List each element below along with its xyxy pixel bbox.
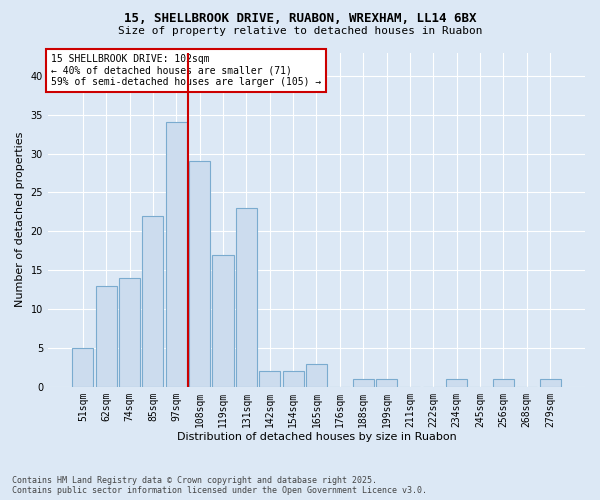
Bar: [73, 348, 94, 387]
Bar: [236, 208, 257, 387]
Text: 15, SHELLBROOK DRIVE, RUABON, WREXHAM, LL14 6BX: 15, SHELLBROOK DRIVE, RUABON, WREXHAM, L…: [124, 12, 476, 26]
Bar: [446, 379, 467, 387]
Bar: [539, 379, 560, 387]
Text: 15 SHELLBROOK DRIVE: 102sqm
← 40% of detached houses are smaller (71)
59% of sem: 15 SHELLBROOK DRIVE: 102sqm ← 40% of det…: [50, 54, 321, 88]
Bar: [166, 122, 187, 387]
Bar: [259, 372, 280, 387]
Bar: [189, 162, 210, 387]
Bar: [95, 286, 117, 387]
Bar: [142, 216, 163, 387]
Text: Contains HM Land Registry data © Crown copyright and database right 2025.
Contai: Contains HM Land Registry data © Crown c…: [12, 476, 427, 495]
Bar: [212, 254, 233, 387]
Y-axis label: Number of detached properties: Number of detached properties: [15, 132, 25, 308]
Text: Size of property relative to detached houses in Ruabon: Size of property relative to detached ho…: [118, 26, 482, 36]
Bar: [119, 278, 140, 387]
Bar: [376, 379, 397, 387]
Bar: [306, 364, 327, 387]
Bar: [353, 379, 374, 387]
Bar: [493, 379, 514, 387]
Bar: [283, 372, 304, 387]
X-axis label: Distribution of detached houses by size in Ruabon: Distribution of detached houses by size …: [176, 432, 457, 442]
